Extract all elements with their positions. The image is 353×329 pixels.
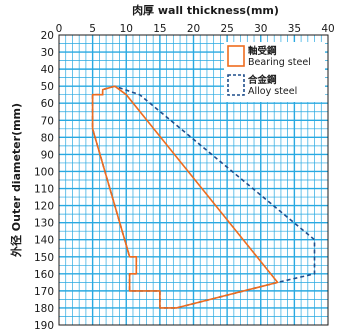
y-tick-label: 30	[41, 47, 54, 59]
y-axis-title: 外径 Outer diameter(mm)	[9, 103, 23, 258]
tick-labels: 0 5 10 15 20 25 30 35 40 20 30 40 50 60 70 80 90 100 110 12…	[34, 23, 335, 329]
x-tick-label: 25	[220, 23, 233, 35]
legend-label-ja: 合金鋼	[248, 74, 277, 86]
x-tick-label: 20	[187, 23, 200, 35]
y-tick-label: 190	[34, 320, 54, 329]
x-tick-label: 35	[288, 23, 301, 35]
plot-frame	[58, 34, 329, 326]
legend-swatch-bearing-steel	[227, 45, 245, 67]
series-group	[91, 85, 316, 309]
y-tick-label: 170	[34, 286, 54, 298]
series-line-bearing-steel	[91, 85, 279, 309]
y-tick-label: 80	[41, 132, 54, 144]
y-tick-label: 110	[34, 184, 54, 196]
x-tick-label: 40	[321, 23, 334, 35]
legend-label-ja: 軸受鋼	[248, 45, 277, 57]
y-tick-label: 40	[41, 64, 54, 76]
y-tick-label: 160	[34, 269, 54, 281]
x-tick-label: 5	[89, 23, 96, 35]
legend-swatch-alloy-steel	[227, 74, 245, 96]
x-tick-label: 30	[254, 23, 267, 35]
x-tick-label: 0	[56, 23, 63, 35]
y-tick-label: 100	[34, 166, 54, 178]
y-tick-label: 60	[41, 98, 54, 110]
y-tick-label: 150	[34, 252, 54, 264]
y-tick-label: 180	[34, 303, 54, 315]
grid	[59, 35, 328, 325]
y-tick-label: 140	[34, 235, 54, 247]
y-tick-label: 20	[41, 30, 54, 42]
y-tick-label: 90	[41, 149, 54, 161]
legend-label-en: Bearing steel	[248, 57, 311, 68]
legend-label-en: Alloy steel	[248, 86, 297, 97]
y-tick-label: 70	[41, 115, 54, 127]
x-tick-label: 10	[120, 23, 133, 35]
y-tick-label: 50	[41, 81, 54, 93]
y-tick-label: 120	[34, 201, 54, 213]
x-tick-label: 15	[153, 23, 166, 35]
y-tick-label: 130	[34, 218, 54, 230]
x-axis-title: 肉厚 wall thickness(mm)	[132, 3, 279, 17]
